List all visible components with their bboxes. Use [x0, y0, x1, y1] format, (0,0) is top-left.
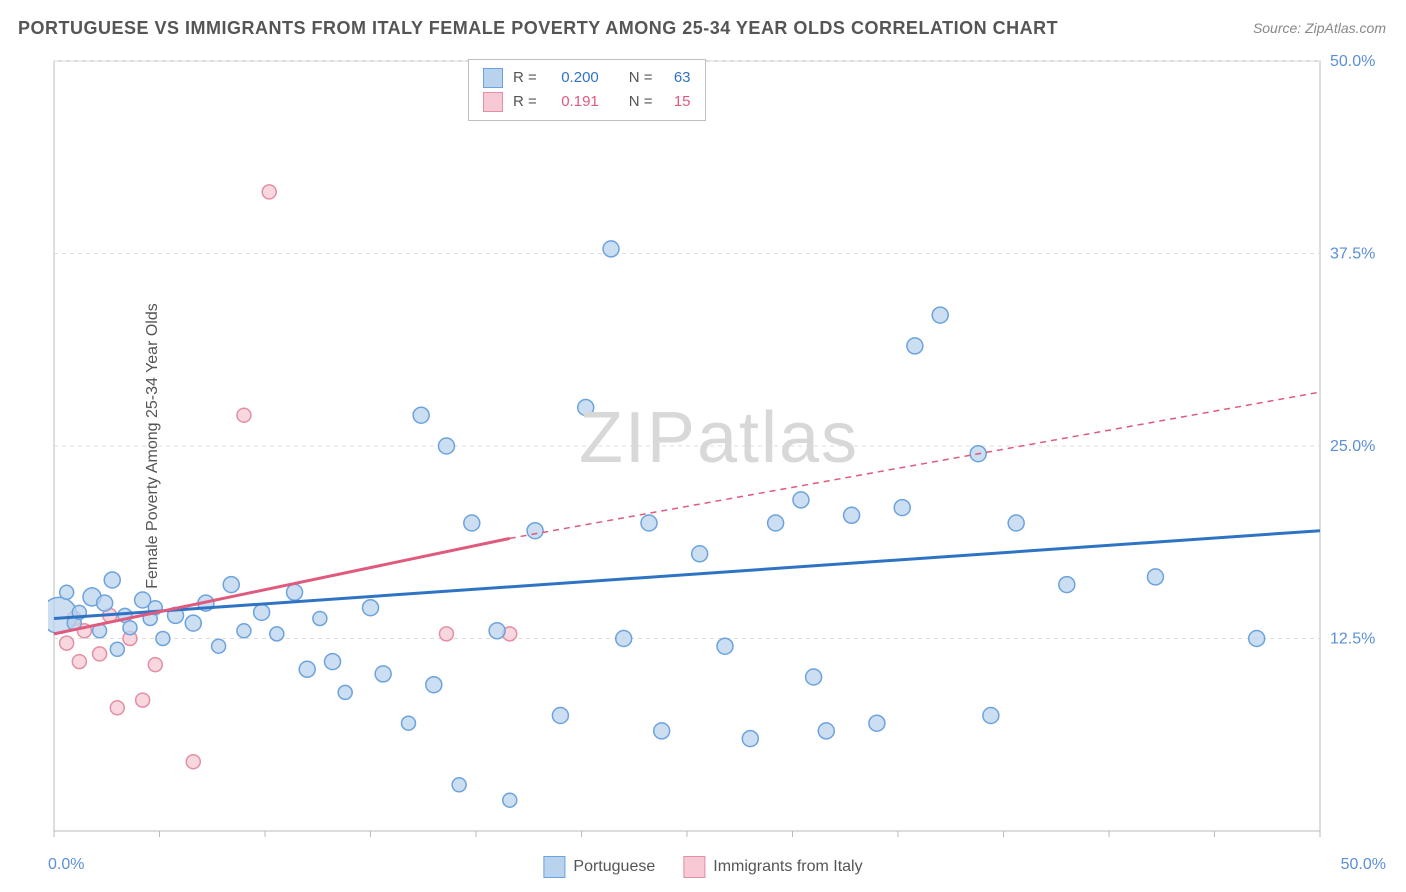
legend-swatch-icon	[543, 856, 565, 878]
legend-r-label: R =	[513, 66, 537, 90]
legend-n-label: N =	[629, 66, 653, 90]
legend-swatch-icon	[683, 856, 705, 878]
legend-label: Immigrants from Italy	[713, 858, 862, 876]
legend-r-value: 0.191	[547, 90, 599, 114]
chart-svg: 12.5% 25.0% 37.5% 50.0%	[48, 55, 1390, 837]
x-axis-min-label: 0.0%	[48, 856, 84, 874]
legend-correlation-box: R = 0.200 N = 63 R = 0.191 N = 15	[468, 59, 706, 121]
legend-item-italy: Immigrants from Italy	[683, 856, 862, 878]
legend-swatch-icon	[483, 68, 503, 88]
chart-container: PORTUGUESE VS IMMIGRANTS FROM ITALY FEMA…	[0, 0, 1406, 892]
legend-item-portuguese: Portuguese	[543, 856, 655, 878]
x-axis-max-label: 50.0%	[1341, 856, 1386, 874]
legend-n-label: N =	[629, 90, 653, 114]
legend-n-value: 63	[663, 66, 691, 90]
legend-label: Portuguese	[573, 858, 655, 876]
legend-swatch-icon	[483, 92, 503, 112]
legend-correlation-row: R = 0.191 N = 15	[483, 90, 691, 114]
legend-series: Portuguese Immigrants from Italy	[543, 856, 862, 878]
svg-text:12.5%: 12.5%	[1330, 631, 1375, 648]
chart-plot-area: 12.5%25.0%37.5%50.0% ZIPatlas R =0.200N …	[48, 55, 1390, 837]
svg-text:25.0%: 25.0%	[1330, 438, 1375, 455]
svg-text:37.5%: 37.5%	[1330, 246, 1375, 263]
legend-n-value: 15	[663, 90, 691, 114]
svg-text:50.0%: 50.0%	[1330, 55, 1375, 70]
source-label: Source: ZipAtlas.com	[1253, 20, 1386, 36]
chart-title: PORTUGUESE VS IMMIGRANTS FROM ITALY FEMA…	[18, 18, 1058, 39]
legend-r-value: 0.200	[547, 66, 599, 90]
legend-r-label: R =	[513, 90, 537, 114]
legend-correlation-row: R = 0.200 N = 63	[483, 66, 691, 90]
